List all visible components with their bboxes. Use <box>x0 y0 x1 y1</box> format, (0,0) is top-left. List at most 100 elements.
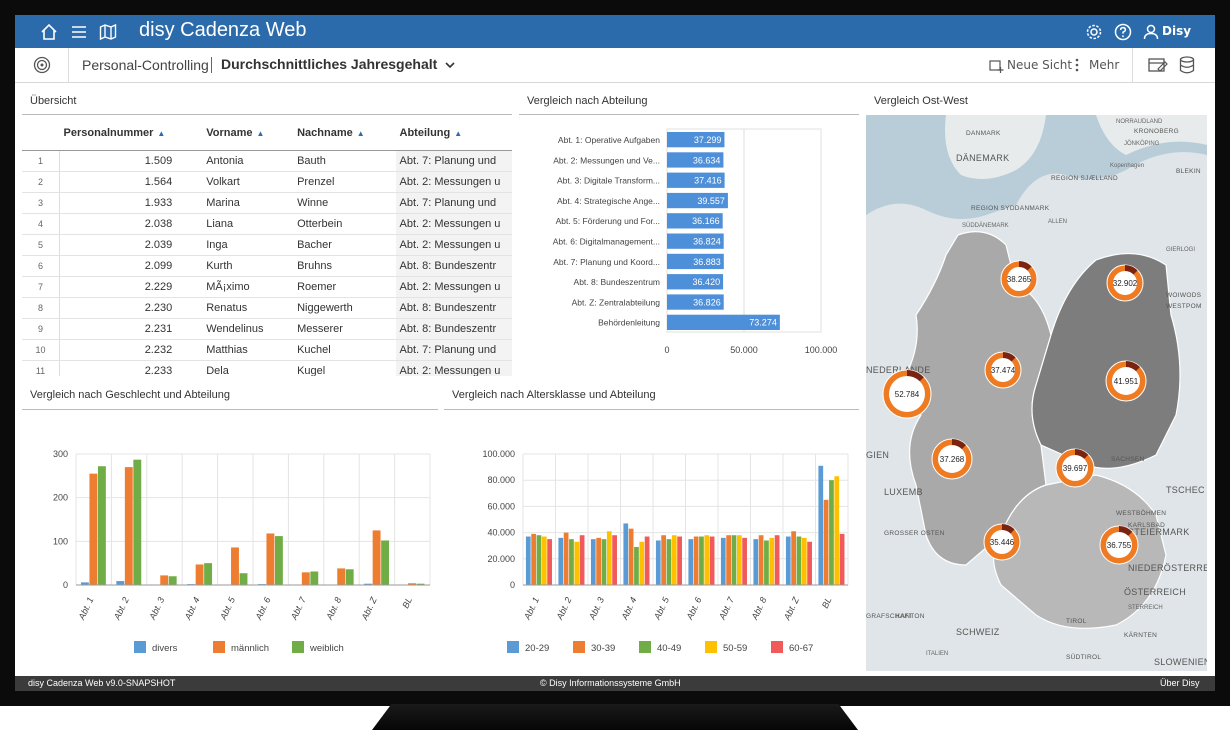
menu-icon[interactable] <box>70 23 88 41</box>
bar[interactable] <box>596 537 601 585</box>
legend-label[interactable]: männlich <box>231 643 269 654</box>
column-header-vorname[interactable]: Vorname ▲ <box>202 116 294 151</box>
bar[interactable] <box>693 536 699 585</box>
bar[interactable] <box>699 536 704 585</box>
bar[interactable] <box>574 541 580 585</box>
bar[interactable] <box>274 536 283 585</box>
bar[interactable] <box>667 294 724 310</box>
bar[interactable] <box>204 563 213 585</box>
table-row[interactable]: 3 1.933 Marina Winne Abt. 7: Planung und <box>22 192 512 214</box>
bar[interactable] <box>704 535 710 585</box>
breadcrumb[interactable]: Personal-Controlling <box>82 57 209 73</box>
bar[interactable] <box>661 535 666 585</box>
bar[interactable] <box>671 535 677 585</box>
help-icon[interactable] <box>1114 23 1132 41</box>
bar[interactable] <box>531 533 536 585</box>
bar[interactable] <box>628 528 634 585</box>
bar[interactable] <box>541 536 547 585</box>
bar[interactable] <box>168 576 177 585</box>
map-icon[interactable] <box>99 23 117 41</box>
table-row[interactable]: 7 2.229 MÃ¡ximo Roemer Abt. 2: Messungen u <box>22 276 512 298</box>
bar[interactable] <box>818 465 824 585</box>
sort-asc-icon[interactable]: ▲ <box>454 129 463 138</box>
bar[interactable] <box>266 533 275 585</box>
bar[interactable] <box>569 539 574 585</box>
bar[interactable] <box>623 523 629 585</box>
database-icon[interactable] <box>1179 56 1195 74</box>
bar[interactable] <box>612 535 617 585</box>
home-icon[interactable] <box>40 23 58 41</box>
bar[interactable] <box>839 533 845 585</box>
bar[interactable] <box>720 537 726 585</box>
bar[interactable] <box>133 459 142 585</box>
bar[interactable] <box>667 152 724 168</box>
column-header-abteilung[interactable]: Abteilung ▲ <box>395 116 512 151</box>
user-icon[interactable] <box>1142 23 1160 41</box>
bar[interactable] <box>160 575 169 585</box>
bar[interactable] <box>801 537 807 585</box>
bar[interactable] <box>558 537 564 585</box>
bar[interactable] <box>667 233 724 249</box>
bar[interactable] <box>547 539 552 585</box>
bar[interactable] <box>536 535 542 585</box>
bar[interactable] <box>736 535 742 585</box>
bar[interactable] <box>408 583 416 585</box>
bar[interactable] <box>364 583 373 585</box>
region-west[interactable] <box>905 231 1052 566</box>
bar[interactable] <box>829 480 834 585</box>
bar[interactable] <box>634 547 639 585</box>
view-title-dropdown[interactable]: Durchschnittliches Jahresgehalt <box>221 56 455 72</box>
bar[interactable] <box>791 531 796 585</box>
table-row[interactable]: 5 2.039 Inga Bacher Abt. 2: Messungen u <box>22 234 512 256</box>
bar[interactable] <box>590 539 596 585</box>
bar[interactable] <box>667 213 723 229</box>
bar[interactable] <box>345 569 354 585</box>
new-view-button[interactable]: Neue Sicht <box>1007 58 1073 72</box>
bar[interactable] <box>785 536 791 585</box>
user-name[interactable]: Disy <box>1162 24 1192 38</box>
bar[interactable] <box>89 473 98 585</box>
column-header-nachname[interactable]: Nachname ▲ <box>293 116 396 151</box>
bar[interactable] <box>644 536 650 585</box>
bar[interactable] <box>774 535 780 585</box>
bar[interactable] <box>769 537 775 585</box>
bar[interactable] <box>823 499 829 585</box>
bar[interactable] <box>97 466 106 585</box>
bar[interactable] <box>796 536 802 585</box>
bar[interactable] <box>688 539 694 585</box>
table-row[interactable]: 6 2.099 Kurth Bruhns Abt. 8: Bundeszentr <box>22 255 512 277</box>
legend-label[interactable]: 40-49 <box>657 643 681 654</box>
bar[interactable] <box>731 535 737 585</box>
legend-label[interactable]: weiblich <box>309 643 344 654</box>
sort-asc-icon[interactable]: ▲ <box>356 129 365 138</box>
bar[interactable] <box>301 572 310 585</box>
bar[interactable] <box>116 581 125 585</box>
legend-label[interactable]: divers <box>152 643 178 654</box>
legend-label[interactable]: 60-67 <box>789 643 813 654</box>
bar[interactable] <box>310 571 319 585</box>
edit-view-icon[interactable] <box>1148 57 1168 73</box>
table-row[interactable]: 10 2.232 Matthias Kuchel Abt. 7: Planung und <box>22 339 512 361</box>
bar[interactable] <box>563 532 569 585</box>
more-dots-icon[interactable] <box>1075 58 1079 72</box>
bar[interactable] <box>667 192 728 209</box>
bar[interactable] <box>639 541 645 585</box>
bar[interactable] <box>606 531 612 585</box>
bar[interactable] <box>195 564 204 585</box>
more-button[interactable]: Mehr <box>1089 58 1120 72</box>
region-east[interactable] <box>1031 252 1181 469</box>
bar[interactable] <box>667 172 725 188</box>
table-row[interactable]: 2 1.564 Volkart Prenzel Abt. 2: Messungen u <box>22 171 512 193</box>
bar[interactable] <box>667 132 725 148</box>
about-link[interactable]: Über Disy <box>1160 678 1200 688</box>
table-row[interactable]: 11 2.233 Dela Kugel Abt. 2: Messungen u <box>22 360 512 376</box>
bar[interactable] <box>667 253 724 270</box>
bar[interactable] <box>337 568 346 585</box>
bar[interactable] <box>601 539 607 585</box>
new-view-icon[interactable] <box>989 59 1004 73</box>
bar[interactable] <box>416 583 425 585</box>
table-row[interactable]: 9 2.231 Wendelinus Messerer Abt. 8: Bundesze… <box>22 318 512 340</box>
bar[interactable] <box>742 537 747 585</box>
bar[interactable] <box>667 314 780 330</box>
legend-label[interactable]: 30-39 <box>591 643 615 654</box>
